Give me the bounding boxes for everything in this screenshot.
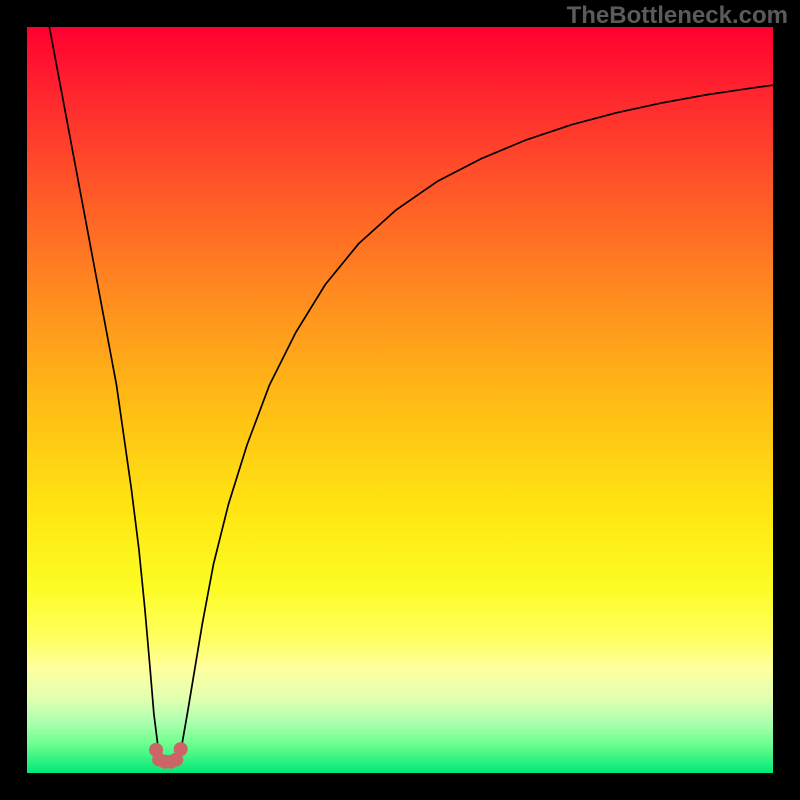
plot-area <box>27 27 773 773</box>
gradient-background <box>27 27 773 773</box>
chart-container: TheBottleneck.com <box>0 0 800 800</box>
marker-dot <box>174 742 188 756</box>
watermark-text: TheBottleneck.com <box>567 2 788 30</box>
